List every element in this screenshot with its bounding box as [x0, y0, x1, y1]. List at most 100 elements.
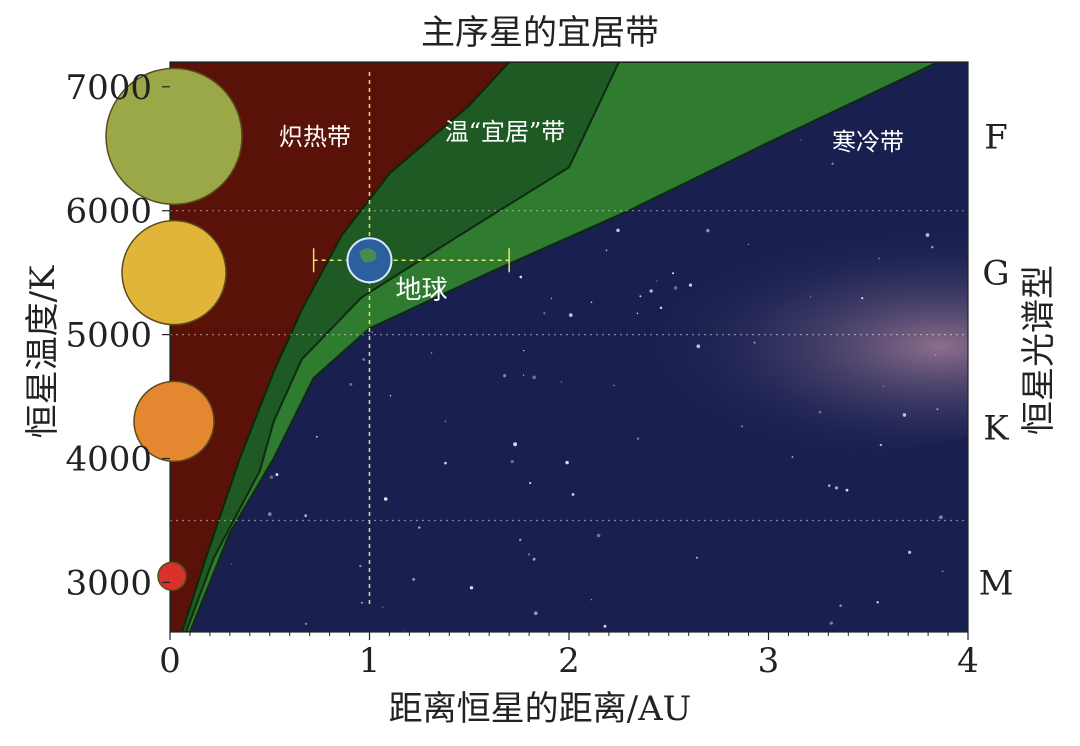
- background-star: [603, 624, 607, 628]
- background-star: [315, 435, 318, 438]
- background-star: [360, 601, 363, 604]
- background-star: [565, 460, 569, 465]
- background-star: [503, 374, 507, 378]
- background-star: [267, 512, 272, 516]
- background-star: [532, 557, 536, 561]
- background-star: [560, 380, 563, 383]
- background-star: [571, 492, 575, 496]
- background-star: [831, 162, 834, 165]
- background-star: [383, 497, 388, 501]
- background-star: [510, 459, 514, 464]
- background-star: [590, 598, 593, 601]
- background-star: [695, 556, 698, 559]
- background-star: [902, 413, 907, 417]
- y-axis-label: 恒星温度/K: [23, 265, 63, 438]
- x-tick-label: 3: [758, 641, 780, 681]
- background-star: [834, 486, 839, 490]
- background-star: [522, 349, 525, 352]
- y-tick-label: 7000: [65, 68, 152, 108]
- background-star: [935, 354, 937, 356]
- y-tick-label: 4000: [65, 440, 152, 480]
- background-star: [659, 306, 663, 310]
- right-axis-label: 恒星光谱型: [1019, 265, 1059, 435]
- hot-zone-area: [170, 62, 511, 632]
- background-star: [753, 341, 756, 344]
- background-star: [596, 533, 601, 538]
- background-star: [275, 473, 279, 477]
- background-star: [430, 352, 433, 354]
- spectral-type-label: G: [982, 254, 1009, 294]
- background-star: [696, 344, 701, 349]
- background-star: [568, 313, 573, 317]
- background-star: [925, 233, 930, 237]
- x-tick-label: 2: [558, 641, 580, 681]
- background-star: [907, 550, 912, 555]
- background-star: [362, 358, 366, 361]
- background-star: [672, 272, 675, 275]
- habitable-zone-label: 温“宜居”带: [445, 118, 566, 146]
- background-star: [861, 296, 864, 300]
- background-star: [371, 331, 374, 334]
- background-star: [543, 312, 546, 315]
- background-star: [879, 443, 882, 447]
- background-star: [444, 420, 447, 423]
- background-star: [706, 228, 710, 233]
- background-star: [382, 606, 384, 608]
- background-star: [349, 382, 353, 386]
- background-star: [639, 295, 642, 298]
- background-star: [876, 601, 879, 604]
- background-star: [304, 622, 308, 626]
- background-star: [550, 297, 553, 300]
- chart-title: 主序星的宜居带: [421, 13, 659, 53]
- background-star: [827, 484, 831, 487]
- background-star: [656, 280, 658, 282]
- background-star: [522, 374, 525, 376]
- x-tick-label: 1: [359, 641, 381, 681]
- background-star: [444, 461, 447, 465]
- background-star: [818, 410, 822, 414]
- background-star: [930, 245, 934, 249]
- background-star: [688, 283, 693, 287]
- star-marker: [121, 219, 227, 326]
- background-star: [532, 375, 536, 380]
- x-axis-label: 距离恒星的距离/AU: [389, 689, 692, 729]
- x-tick-label: 0: [159, 641, 181, 681]
- y-tick-label: 6000: [65, 192, 152, 232]
- background-star: [941, 570, 944, 573]
- background-star: [636, 312, 639, 315]
- background-star: [519, 275, 523, 279]
- earth-label: 地球: [395, 275, 447, 305]
- background-star: [845, 488, 849, 492]
- background-star: [304, 514, 308, 518]
- spectral-type-label: F: [984, 117, 1008, 157]
- background-star: [877, 257, 880, 260]
- milky-way-glow: [508, 214, 968, 455]
- spectral-type-label: M: [979, 563, 1014, 603]
- background-star: [527, 553, 531, 556]
- star-marker: [105, 67, 243, 206]
- spectral-type-label: K: [983, 409, 1009, 449]
- background-star: [359, 564, 362, 568]
- background-star: [649, 289, 653, 293]
- background-star: [673, 286, 678, 290]
- background-star: [636, 437, 640, 440]
- background-star: [529, 482, 532, 485]
- y-tick-label: 3000: [65, 563, 152, 603]
- background-star: [939, 515, 943, 520]
- x-tick-label: 4: [957, 641, 979, 681]
- background-star: [809, 296, 812, 298]
- background-star: [412, 577, 416, 581]
- background-star: [882, 385, 885, 387]
- background-star: [469, 586, 474, 590]
- background-star: [590, 301, 593, 304]
- background-star: [616, 228, 620, 233]
- star-marker: [133, 380, 215, 463]
- y-tick-label: 5000: [65, 316, 152, 356]
- background-star: [605, 249, 608, 252]
- background-star: [791, 456, 794, 458]
- background-star: [747, 243, 750, 246]
- background-star: [936, 408, 939, 411]
- background-star: [513, 442, 518, 447]
- hot-zone-label: 炽热带: [279, 123, 351, 151]
- cold-zone-label: 寒冷带: [832, 128, 904, 156]
